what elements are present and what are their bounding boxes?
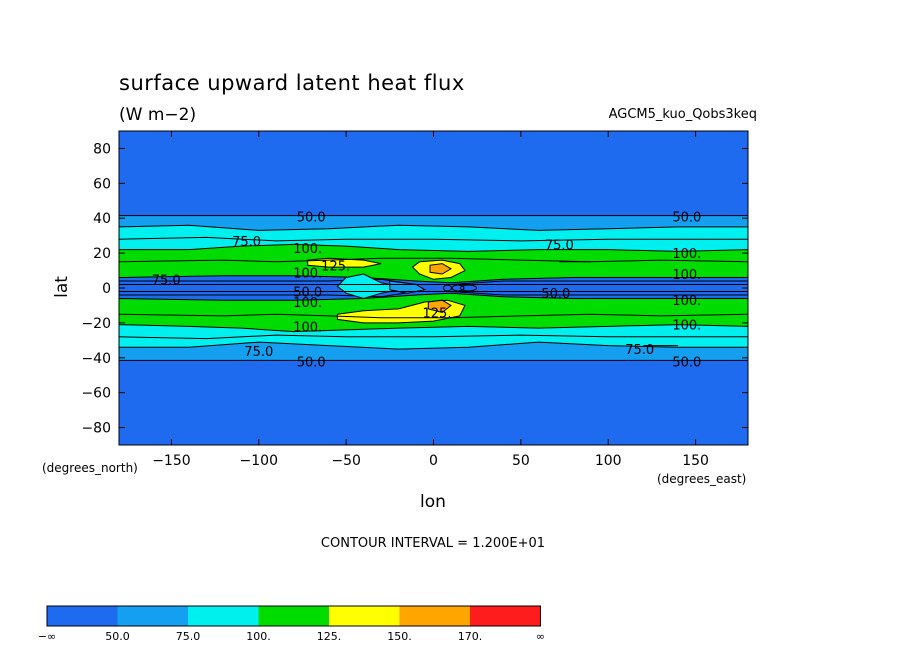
colorbar-swatch-0 xyxy=(47,606,118,626)
chart-title: surface upward latent heat flux xyxy=(119,71,465,95)
contour-label-1: 50.0 xyxy=(672,210,701,225)
colorbar: −∞ 50.0 75.0 100. 125. 150. 170. ∞ xyxy=(38,605,545,643)
contour-label-19: 50.0 xyxy=(297,355,326,370)
y-axis: 80 60 40 20 0 −20 −40 −60 −80 xyxy=(81,141,748,437)
colorbar-label-0: −∞ xyxy=(38,630,56,643)
patch-150-north xyxy=(429,263,452,275)
colorbar-frame xyxy=(46,605,541,627)
contour-label-5: 100. xyxy=(672,247,701,262)
y-tick-label-8: −80 xyxy=(81,421,111,437)
colorbar-label-1: 50.0 xyxy=(105,630,130,643)
x-axis: −150 −100 −50 0 50 100 150 xyxy=(152,131,709,469)
y-axis-title: lat xyxy=(52,276,72,298)
experiment-label: AGCM5_kuo_Qobs3keq xyxy=(609,107,757,122)
contour-line-88-south xyxy=(118,334,748,340)
y-tick-label-7: −60 xyxy=(81,386,111,402)
contour-label-20: 50.0 xyxy=(672,355,701,370)
contour-label-9: 75.0 xyxy=(152,273,181,288)
contour-label-15: 100. xyxy=(293,320,322,335)
colorbar-label-5: 150. xyxy=(387,630,412,643)
colorbar-label-2: 75.0 xyxy=(176,630,201,643)
contour-label-13: 100. xyxy=(672,294,701,309)
contour-label-12: 100. xyxy=(293,296,322,311)
y-tick-label-6: −40 xyxy=(81,351,111,367)
colorbar-label-3: 100. xyxy=(246,630,271,643)
contour-label-0: 50.0 xyxy=(297,210,326,225)
colorbar-swatch-1 xyxy=(117,606,188,626)
colorbar-label-6: 170. xyxy=(458,630,483,643)
x-tick-label-3: 0 xyxy=(429,453,438,469)
y-tick-label-0: 80 xyxy=(93,141,111,157)
contour-label-11: 50.0 xyxy=(541,287,570,302)
y-tick-label-5: −20 xyxy=(81,316,111,332)
colorbar-label-4: 125. xyxy=(317,630,342,643)
contour-label-14: 125. xyxy=(423,306,452,321)
contour-label-7: 100. xyxy=(293,266,322,281)
contour-label-8: 100. xyxy=(672,268,701,283)
contour-label-2: 75.0 xyxy=(232,235,261,250)
contour-label-6: 125. xyxy=(321,259,350,274)
filled-contour-bands xyxy=(118,215,749,361)
contour-label-17: 75.0 xyxy=(244,345,273,360)
contour-label-16: 100. xyxy=(672,319,701,334)
x-tick-label-0: −150 xyxy=(152,453,190,469)
contour-line-113-south xyxy=(118,313,749,319)
patch-150-south xyxy=(427,299,452,313)
x-axis-title: lon xyxy=(420,492,446,512)
y-tick-label-4: 0 xyxy=(102,281,111,297)
contour-line-88-north xyxy=(118,236,748,242)
units-label: (W m−2) xyxy=(119,105,196,125)
y-tick-label-3: 20 xyxy=(93,246,111,262)
contour-label-18: 75.0 xyxy=(625,343,654,358)
contour-lines xyxy=(118,236,749,347)
contour-loop-2 xyxy=(459,284,477,292)
contour-label-3: 75.0 xyxy=(545,238,574,253)
y-tick-label-2: 40 xyxy=(93,211,111,227)
contour-interval-note: CONTOUR INTERVAL = 1.200E+01 xyxy=(321,536,545,551)
x-tick-label-2: −50 xyxy=(331,453,361,469)
x-tick-label-5: 100 xyxy=(595,453,622,469)
colorbar-swatch-3 xyxy=(258,606,329,626)
contour-line-113-north xyxy=(118,257,749,263)
colorbar-swatch-4 xyxy=(329,606,400,626)
contour-loop-1 xyxy=(451,284,465,292)
y-tick-label-1: 60 xyxy=(93,176,111,192)
contour-label-10: 50.0 xyxy=(293,285,322,300)
x-tick-label-6: 150 xyxy=(682,453,709,469)
x-units-label: (degrees_east) xyxy=(657,472,746,486)
x-tick-label-1: −100 xyxy=(240,453,278,469)
contour-label-4: 100. xyxy=(293,242,322,257)
x-tick-label-4: 50 xyxy=(512,453,530,469)
colorbar-swatch-5 xyxy=(399,606,470,626)
colorbar-label-7: ∞ xyxy=(536,630,545,643)
colorbar-swatch-6 xyxy=(470,606,541,626)
colorbar-swatch-2 xyxy=(188,606,259,626)
y-units-label: (degrees_north) xyxy=(42,461,138,475)
